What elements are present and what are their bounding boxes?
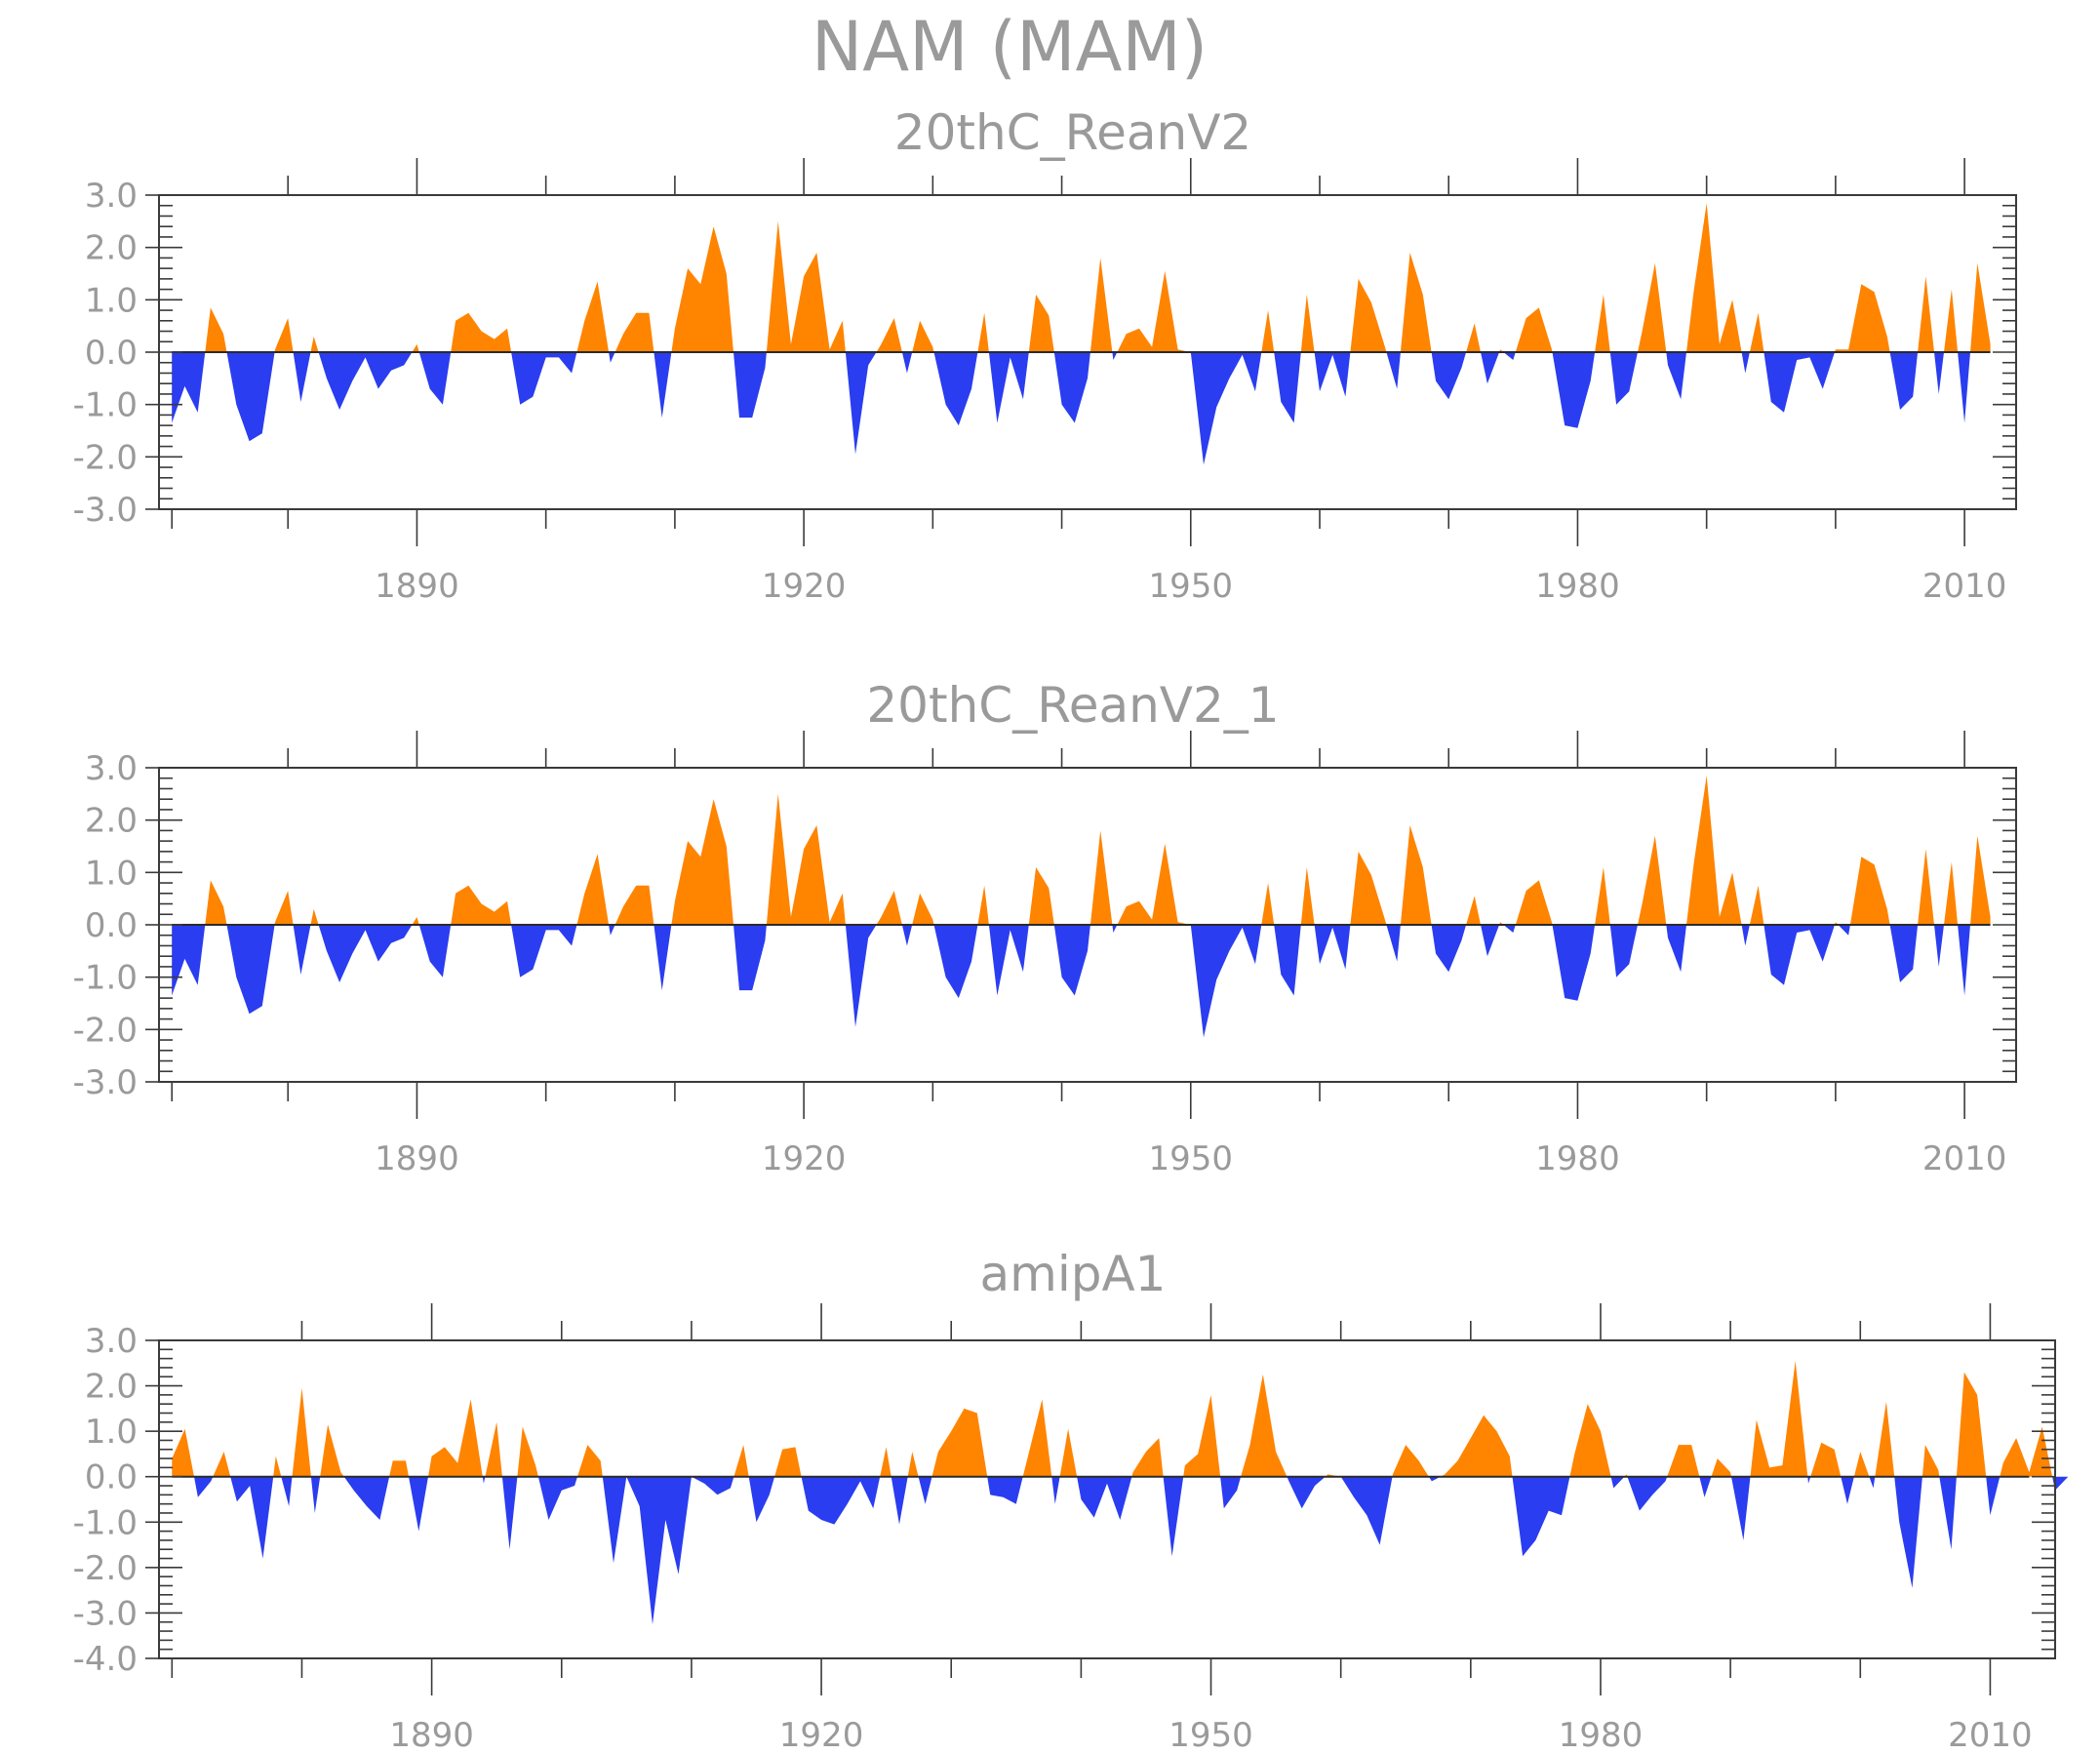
y-tick-label: -1.0 xyxy=(73,1503,138,1542)
y-tick-label: 3.0 xyxy=(85,177,138,216)
y-tick-label: 0.0 xyxy=(85,334,138,373)
panel-marks: -4.0 -3.0 -2.0 -1.0 0.0 1.0 2.0 3.0 1890 1920 1950… xyxy=(73,1303,2069,1754)
panel-amipa1: amipA1 -4.0 -3.0 -2.0 -1.0 0.0 1.0 2.0 3.0 1890 1… xyxy=(73,1246,2069,1754)
y-tick-label: -4.0 xyxy=(73,1640,138,1679)
plot-frame xyxy=(158,1339,2056,1659)
y-tick-label: 0.0 xyxy=(85,1458,138,1497)
y-tick-label: -1.0 xyxy=(73,959,138,998)
y-tick-label: -3.0 xyxy=(73,1594,138,1633)
panel-title: 20thC_ReanV2_1 xyxy=(866,677,1279,734)
x-tick-label: 1920 xyxy=(762,567,847,606)
x-tick-label: 1890 xyxy=(389,1716,474,1754)
x-tick-label: 1950 xyxy=(1149,567,1234,606)
x-tick-label: 1950 xyxy=(1149,1139,1234,1178)
negative-anomaly-area xyxy=(172,925,1971,1038)
panel-marks: -3.0 -2.0 -1.0 0.0 1.0 2.0 3.0 1890 1920 1950 1980… xyxy=(73,158,2017,606)
x-tick-label: 2010 xyxy=(1922,567,2007,606)
panel-marks: -3.0 -2.0 -1.0 0.0 1.0 2.0 3.0 1890 1920 1950 1980… xyxy=(73,731,2017,1178)
panel-20thc-reanv2: 20thC_ReanV2 -3.0 -2.0 -1.0 0.0 1.0 2.0 3.0 189… xyxy=(73,104,2017,606)
y-tick-label: -3.0 xyxy=(73,491,138,530)
negative-anomaly-area xyxy=(194,1476,2069,1625)
panel-20thc-reanv2-1: 20thC_ReanV2_1 -3.0 -2.0 -1.0 0.0 1.0 2.0 3.0 1… xyxy=(73,677,2017,1178)
x-tick-label: 1980 xyxy=(1559,1716,1644,1754)
y-tick-label: 3.0 xyxy=(85,749,138,788)
y-tick-label: 2.0 xyxy=(85,802,138,841)
x-tick-label: 1890 xyxy=(375,567,459,606)
positive-anomaly-area xyxy=(205,203,1991,352)
y-tick-label: 1.0 xyxy=(85,281,138,320)
y-tick-label: -3.0 xyxy=(73,1063,138,1102)
x-tick-label: 2010 xyxy=(1922,1139,2007,1178)
x-tick-label: 1950 xyxy=(1169,1716,1253,1754)
y-tick-label: -2.0 xyxy=(73,1549,138,1588)
y-tick-label: 1.0 xyxy=(85,1413,138,1452)
x-tick-label: 1980 xyxy=(1535,1139,1620,1178)
y-tick-label: -2.0 xyxy=(73,438,138,477)
panel-title: amipA1 xyxy=(980,1246,1167,1302)
figure-title: NAM (MAM) xyxy=(812,7,1208,87)
x-tick-label: 1920 xyxy=(779,1716,864,1754)
x-tick-label: 1920 xyxy=(762,1139,847,1178)
negative-anomaly-area xyxy=(172,352,1971,465)
y-tick-label: -1.0 xyxy=(73,386,138,425)
y-tick-label: -2.0 xyxy=(73,1011,138,1050)
y-tick-label: 0.0 xyxy=(85,906,138,945)
y-tick-label: 2.0 xyxy=(85,229,138,268)
x-tick-label: 1980 xyxy=(1535,567,1620,606)
y-tick-label: 2.0 xyxy=(85,1368,138,1407)
positive-anomaly-area xyxy=(172,1361,2053,1477)
y-tick-label: 1.0 xyxy=(85,854,138,893)
panel-title: 20thC_ReanV2 xyxy=(894,104,1251,161)
x-tick-label: 2010 xyxy=(1948,1716,2033,1754)
positive-anomaly-area xyxy=(205,776,1991,925)
y-tick-label: 3.0 xyxy=(85,1322,138,1361)
x-tick-label: 1890 xyxy=(375,1139,459,1178)
